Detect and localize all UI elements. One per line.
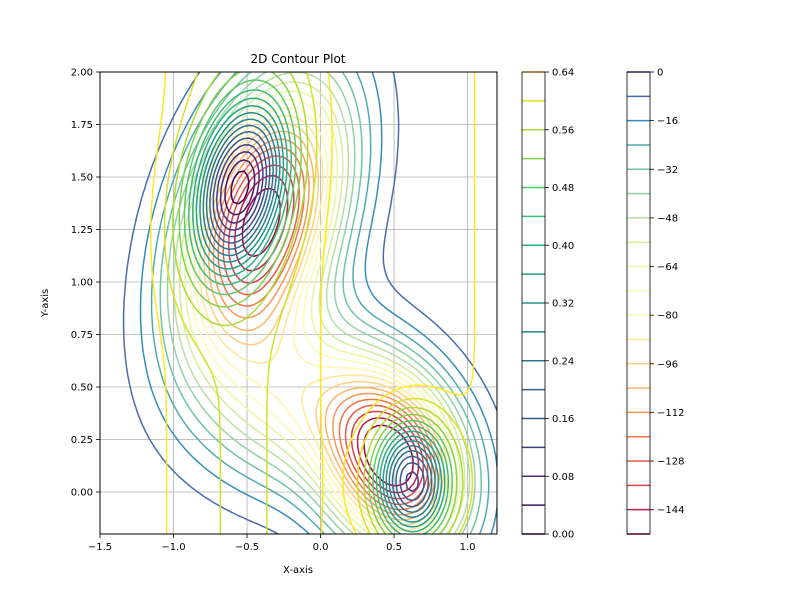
x-tick-label: 0.5 [386, 542, 402, 553]
colorbar-tick-label: −32 [657, 165, 678, 176]
contour-level [178, 72, 458, 534]
contour-level [209, 130, 430, 508]
y-tick-label: 0.00 [71, 488, 93, 499]
colorbar-tick-label: −128 [657, 457, 684, 468]
y-tick-label: 2.00 [71, 68, 93, 79]
contour-level [149, 72, 476, 534]
contour-level [189, 98, 457, 534]
colorbar-tick-label: −144 [657, 505, 684, 516]
contour-level [205, 124, 433, 514]
contour-level [139, 72, 497, 534]
colorbar-tick-label: 0.48 [552, 183, 574, 194]
plot-area: −1.5 −1.0 −0.5 0.0 0.5 1.0 0.00 0.25 0.50 0.75 1.… [71, 68, 498, 553]
contour-level [195, 105, 443, 528]
colorbar-frame [626, 71, 651, 535]
y-tick-label: 0.75 [71, 330, 93, 341]
colorbar-tick-label: 0.64 [552, 68, 574, 79]
colorbar-tick-label: 0.00 [552, 530, 574, 541]
contour-level [188, 89, 450, 534]
x-tick-label: 0.0 [313, 542, 329, 553]
y-tick-label: 1.75 [71, 120, 93, 131]
contour-lines [122, 72, 497, 534]
colorbar-tick-label: 0 [657, 68, 663, 79]
contour-level [202, 118, 436, 519]
colorbar-tick-label: 0.56 [552, 125, 574, 136]
contour-level [178, 81, 466, 534]
colorbar-spectral: 0 −16 −32 −48 −64 −80 −96 −112 −128 −144 [626, 68, 684, 535]
y-tick-label: 1.00 [71, 278, 93, 289]
y-tick-label: 0.25 [71, 435, 93, 446]
colorbar-tick-label: 0.24 [552, 356, 574, 367]
y-tick-label: 1.25 [71, 225, 93, 236]
y-axis-ticks: 0.00 0.25 0.50 0.75 1.00 1.25 1.50 1.75 2.00 [71, 68, 100, 499]
chart-title: 2D Contour Plot [250, 52, 345, 66]
contour-level [163, 72, 474, 534]
x-axis-ticks: −1.5 −1.0 −0.5 0.0 0.5 1.0 [88, 534, 476, 553]
axes-frame [99, 71, 498, 535]
y-axis-label: Y-axis [40, 289, 51, 319]
x-tick-label: 1.0 [460, 542, 476, 553]
y-tick-label: 0.50 [71, 383, 93, 394]
contour-level [172, 72, 464, 534]
colorbar-tick-label: 0.08 [552, 472, 574, 483]
contour-level [224, 159, 256, 216]
colorbar-tick-label: 0.32 [552, 299, 574, 310]
contour-level [230, 170, 250, 205]
contour-level [219, 151, 260, 224]
x-tick-label: −1.5 [88, 542, 112, 553]
contour-level [199, 112, 440, 523]
x-axis-label: X-axis [283, 565, 313, 576]
colorbar-tick-label: −96 [657, 359, 678, 370]
contour-level [212, 137, 425, 502]
contour-level [216, 144, 420, 493]
colorbar-tick-label: −48 [657, 213, 678, 224]
colorbar-tick-label: 0.40 [552, 241, 574, 252]
y-tick-label: 1.50 [71, 173, 93, 184]
contour-level [217, 146, 433, 511]
contour-level [183, 79, 453, 534]
colorbar-tick-label: −64 [657, 262, 678, 273]
colorbar-viridis: 0.00 0.08 0.16 0.24 0.32 0.40 0.48 0.56 0.64 [521, 68, 574, 541]
contour-level [194, 106, 453, 534]
colorbar-tick-label: 0.16 [552, 414, 574, 425]
contour-level [192, 97, 446, 533]
contour-level [122, 72, 497, 534]
x-tick-label: −0.5 [235, 542, 259, 553]
colorbar-tick-label: −80 [657, 311, 678, 322]
colorbar-tick-label: −16 [657, 116, 678, 127]
x-tick-label: −1.0 [161, 542, 185, 553]
colorbar-tick-label: −112 [657, 408, 684, 419]
